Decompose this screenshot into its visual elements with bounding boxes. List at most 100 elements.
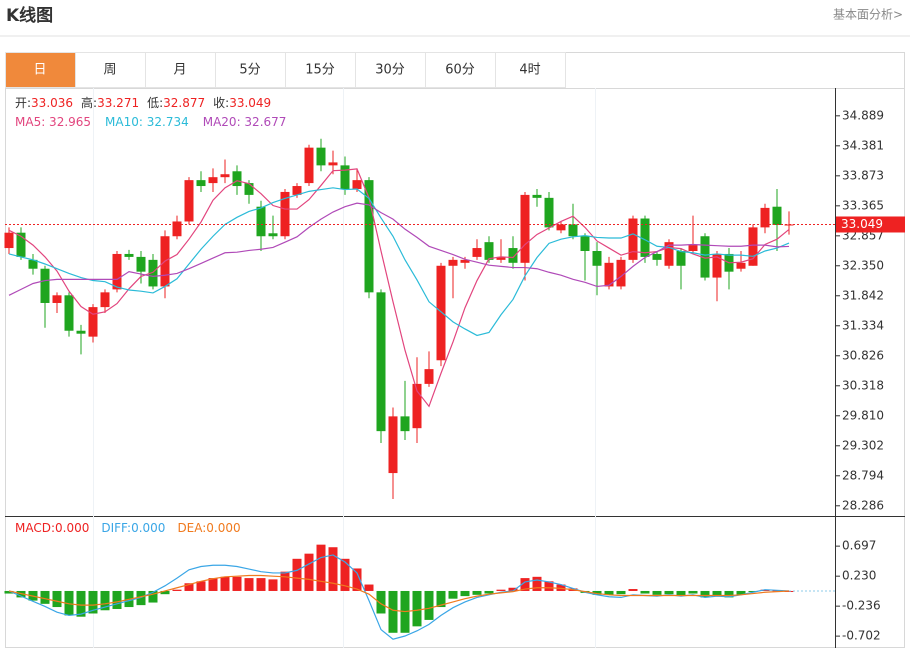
candle-body	[4, 232, 14, 249]
info-label: 开:	[15, 96, 31, 110]
candle-body	[76, 330, 86, 334]
tab-label[interactable]: 15分	[305, 63, 335, 78]
macd-bar	[220, 576, 230, 591]
candle-body	[184, 180, 194, 222]
candle-body	[196, 180, 206, 187]
candle-body	[604, 262, 614, 287]
candle-body	[28, 259, 38, 269]
tab-label[interactable]: 日	[33, 63, 46, 78]
macd-bar	[340, 558, 350, 591]
macd-bar	[736, 590, 746, 595]
tab-label[interactable]: 60分	[445, 63, 475, 78]
macd-bar	[208, 578, 218, 591]
macd-bar	[436, 590, 446, 608]
y-tick-label: 30.826	[842, 348, 884, 362]
last-price-label: 33.049	[841, 217, 883, 231]
y-tick-label: 29.302	[842, 438, 884, 452]
tab[interactable]	[495, 52, 566, 88]
tab[interactable]	[285, 52, 356, 88]
macd-bar	[232, 576, 242, 591]
macd-bar	[664, 590, 674, 595]
tab-label[interactable]: 周	[103, 63, 116, 78]
macd-bar	[628, 589, 638, 591]
macd-bar	[292, 558, 302, 591]
candle-body	[616, 259, 626, 287]
info-value: 32.877	[163, 96, 205, 110]
y-tick-label: 34.889	[842, 108, 884, 122]
tab-label[interactable]: 4时	[519, 63, 540, 78]
y-tick-label: -0.236	[842, 599, 881, 613]
macd-bar	[40, 590, 50, 604]
candle-body	[364, 180, 374, 293]
candle-body	[328, 162, 338, 166]
candle-body	[556, 224, 566, 231]
tab-label[interactable]: 5分	[239, 63, 260, 78]
y-tick-label: 31.334	[842, 318, 884, 332]
legend-entry: MACD:0.000	[15, 521, 89, 535]
macd-bar	[64, 590, 74, 616]
macd-bar	[688, 590, 698, 594]
candle-body	[412, 383, 422, 429]
candle-body	[700, 236, 710, 278]
candle-body	[352, 180, 362, 189]
candle-body	[268, 233, 278, 237]
candle-body	[208, 177, 218, 184]
candle-body	[304, 147, 314, 184]
indicator-line	[8, 187, 790, 337]
candle-body	[316, 147, 326, 166]
candle-body	[496, 256, 506, 260]
macd-bar	[4, 590, 14, 594]
candle-body	[112, 253, 122, 290]
macd-bar	[76, 590, 86, 617]
macd-bar	[196, 581, 206, 591]
tab[interactable]	[5, 52, 76, 88]
macd-bar	[16, 590, 26, 598]
macd-bar	[472, 590, 482, 595]
tab-label[interactable]: 30分	[375, 63, 405, 78]
macd-bar	[352, 568, 362, 591]
tab[interactable]	[145, 52, 216, 88]
page-title: K线图	[6, 5, 53, 26]
ohlc-info: 开:33.036 高:33.271 低:32.877 收:33.049	[15, 95, 271, 110]
candle-body	[40, 268, 50, 303]
macd-bar	[484, 590, 494, 594]
y-tick-label: 33.365	[842, 198, 884, 212]
candle-body	[664, 242, 674, 266]
macd-bar	[520, 578, 530, 591]
tab[interactable]	[355, 52, 426, 88]
macd-bar	[544, 581, 554, 591]
candle-body	[448, 259, 458, 266]
macd-bar	[748, 590, 758, 592]
tab[interactable]	[215, 52, 286, 88]
tab-label[interactable]: 月	[173, 63, 186, 78]
candle-body	[460, 259, 470, 263]
last-price-box	[836, 216, 905, 233]
candle-body	[760, 207, 770, 228]
fundamental-link[interactable]: 基本面分析>	[833, 8, 903, 22]
candle-body	[124, 253, 134, 257]
macd-bar	[652, 590, 662, 595]
candle-body	[400, 416, 410, 432]
macd-bar	[700, 590, 710, 598]
macd-bar	[556, 584, 566, 591]
info-value: 33.271	[97, 96, 139, 110]
macd-bar	[388, 590, 398, 633]
macd-bar	[316, 544, 326, 591]
candle-body	[628, 218, 638, 260]
info-value: 33.049	[229, 96, 271, 110]
candle-body	[172, 221, 182, 237]
candle-body	[280, 191, 290, 237]
y-tick-label: 34.381	[842, 138, 884, 152]
legend-entry: MA20: 32.677	[203, 115, 287, 129]
y-tick-label: 0.230	[842, 569, 876, 583]
legend-entry: MA5: 32.965	[15, 115, 91, 129]
candle-body	[220, 174, 230, 178]
macd-bar	[112, 590, 122, 609]
candle-body	[232, 171, 242, 187]
macd-bar	[160, 590, 170, 595]
info-label: 收:	[213, 96, 229, 110]
info-value: 33.036	[31, 96, 73, 110]
y-tick-label: -0.702	[842, 629, 881, 643]
tab[interactable]	[75, 52, 146, 88]
